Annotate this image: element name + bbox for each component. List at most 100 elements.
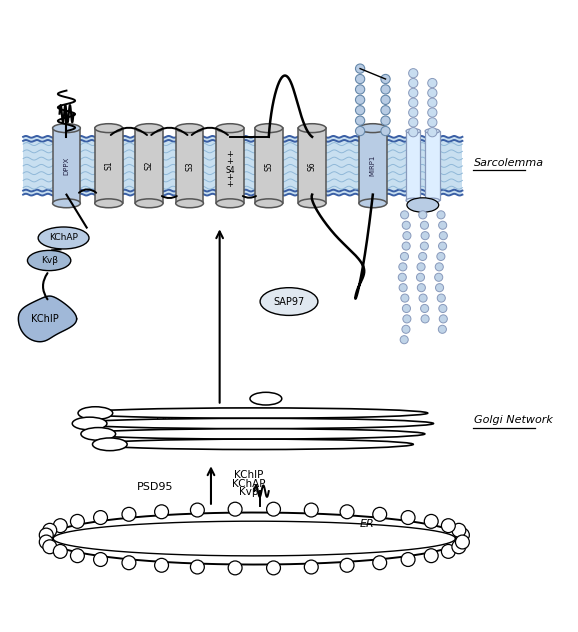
Circle shape (94, 511, 108, 525)
Circle shape (340, 558, 354, 572)
Circle shape (401, 211, 409, 219)
Circle shape (355, 64, 365, 73)
Circle shape (399, 284, 407, 292)
Circle shape (305, 503, 318, 517)
Ellipse shape (298, 199, 326, 208)
Text: MIRP1: MIRP1 (370, 155, 376, 176)
Circle shape (418, 211, 427, 219)
Circle shape (409, 69, 418, 78)
Circle shape (428, 118, 437, 127)
Ellipse shape (176, 199, 203, 208)
Circle shape (71, 549, 84, 562)
Circle shape (403, 315, 411, 323)
Circle shape (266, 561, 280, 575)
Ellipse shape (406, 129, 420, 133)
Circle shape (439, 221, 447, 229)
Ellipse shape (216, 199, 244, 208)
Circle shape (53, 544, 67, 558)
Circle shape (43, 523, 57, 537)
Bar (95, 128, 123, 204)
Bar (53, 128, 80, 204)
Circle shape (402, 325, 410, 333)
Circle shape (424, 549, 438, 562)
Circle shape (355, 95, 365, 104)
Text: DPPX: DPPX (155, 415, 186, 425)
Circle shape (398, 273, 406, 281)
Circle shape (39, 528, 53, 542)
Text: +: + (227, 157, 234, 166)
Ellipse shape (135, 199, 163, 208)
Circle shape (39, 535, 53, 549)
Text: S3: S3 (185, 161, 194, 171)
Text: Kvβ: Kvβ (239, 487, 258, 497)
Circle shape (381, 126, 390, 136)
Circle shape (428, 128, 437, 137)
Ellipse shape (95, 439, 413, 449)
Text: DPPX: DPPX (64, 157, 69, 175)
Ellipse shape (255, 124, 283, 133)
Ellipse shape (298, 124, 326, 133)
Ellipse shape (53, 199, 80, 208)
Text: Golgi Network: Golgi Network (474, 415, 553, 425)
Ellipse shape (81, 408, 428, 418)
Circle shape (442, 544, 455, 558)
Circle shape (435, 273, 443, 281)
Text: KChAP: KChAP (232, 478, 265, 489)
Circle shape (355, 75, 365, 83)
Circle shape (424, 514, 438, 528)
Circle shape (403, 231, 411, 240)
Circle shape (409, 98, 418, 107)
Circle shape (439, 305, 447, 313)
Circle shape (355, 85, 365, 94)
Ellipse shape (406, 198, 420, 203)
Circle shape (190, 560, 204, 574)
Circle shape (53, 519, 67, 533)
Bar (298, 128, 326, 204)
Circle shape (409, 118, 418, 127)
Ellipse shape (38, 227, 89, 249)
Text: PSD95: PSD95 (136, 482, 173, 492)
Circle shape (409, 128, 418, 137)
Text: Sarcolemma: Sarcolemma (474, 158, 544, 168)
Circle shape (190, 503, 204, 517)
Text: S1: S1 (104, 161, 113, 171)
Circle shape (71, 514, 84, 528)
Circle shape (421, 315, 429, 323)
Circle shape (373, 556, 387, 569)
Circle shape (439, 242, 447, 250)
Bar (425, 131, 439, 200)
Circle shape (435, 263, 443, 271)
Text: +: + (227, 179, 234, 189)
Circle shape (381, 116, 390, 125)
Ellipse shape (28, 250, 71, 270)
Circle shape (421, 231, 429, 240)
Circle shape (439, 231, 447, 240)
Circle shape (455, 528, 469, 542)
Ellipse shape (425, 129, 439, 133)
Circle shape (228, 502, 242, 516)
Circle shape (439, 315, 447, 323)
Bar (406, 131, 420, 200)
Text: S6: S6 (307, 161, 317, 171)
Circle shape (340, 505, 354, 519)
Circle shape (155, 505, 169, 519)
Ellipse shape (95, 124, 123, 133)
Ellipse shape (95, 199, 123, 208)
Bar (23, 137, 462, 195)
Circle shape (401, 294, 409, 302)
Ellipse shape (255, 199, 283, 208)
Text: +: + (227, 150, 234, 159)
Circle shape (428, 98, 437, 107)
Ellipse shape (81, 428, 116, 441)
Circle shape (402, 305, 410, 313)
Ellipse shape (250, 392, 281, 405)
Bar (255, 128, 283, 204)
Circle shape (399, 263, 407, 271)
Bar (135, 128, 163, 204)
Ellipse shape (92, 438, 127, 451)
Circle shape (401, 511, 415, 525)
Ellipse shape (53, 124, 80, 133)
Text: S4: S4 (225, 166, 235, 175)
Text: MIRP1: MIRP1 (234, 415, 269, 425)
Circle shape (355, 126, 365, 136)
